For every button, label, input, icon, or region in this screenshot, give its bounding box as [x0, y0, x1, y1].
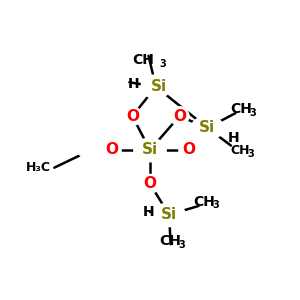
Text: CH: CH [160, 234, 182, 248]
Text: CH: CH [133, 53, 154, 67]
Text: 3: 3 [248, 149, 254, 159]
Text: O: O [126, 109, 139, 124]
Ellipse shape [170, 107, 189, 126]
Text: O: O [143, 176, 157, 191]
Text: H: H [143, 205, 154, 219]
Text: H₃C: H₃C [26, 161, 51, 174]
Ellipse shape [123, 107, 142, 126]
Ellipse shape [191, 116, 224, 140]
Text: CH: CH [230, 143, 250, 157]
Text: 3: 3 [250, 108, 256, 118]
Text: Si: Si [161, 207, 177, 222]
Ellipse shape [134, 138, 166, 162]
Text: H: H [228, 131, 240, 145]
Ellipse shape [102, 141, 121, 159]
Ellipse shape [141, 174, 159, 193]
Text: O: O [182, 142, 195, 158]
Text: Si: Si [200, 120, 215, 135]
Text: 3: 3 [178, 240, 185, 250]
Text: O: O [173, 109, 186, 124]
Ellipse shape [153, 203, 185, 226]
Ellipse shape [179, 141, 198, 159]
Text: 3: 3 [212, 200, 219, 210]
Text: Si: Si [151, 79, 167, 94]
Text: 3: 3 [159, 59, 166, 69]
Ellipse shape [141, 75, 171, 98]
Text: Si: Si [142, 142, 158, 158]
Text: O: O [105, 142, 118, 158]
Text: H: H [128, 77, 140, 91]
Text: CH: CH [194, 194, 215, 208]
Ellipse shape [78, 141, 104, 159]
Text: CH: CH [230, 102, 252, 116]
